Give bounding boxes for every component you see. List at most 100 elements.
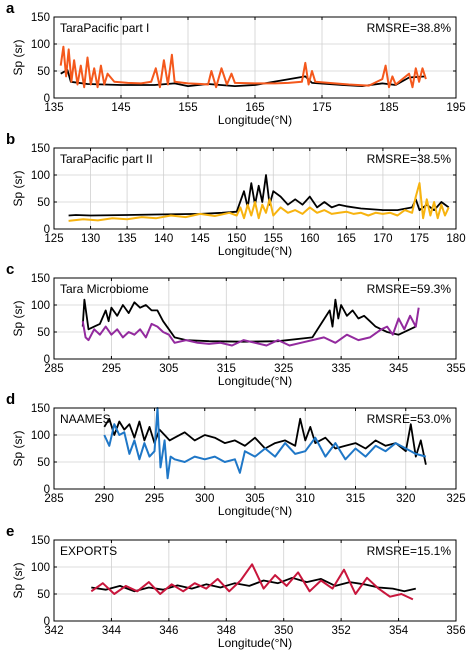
x-tick-label: 354	[389, 625, 409, 637]
panel-d: 285 290 295 300 305 310 315 320 325 0 50 100 150 Long…	[6, 391, 466, 518]
y-axis-label: Sp (sr)	[11, 300, 25, 336]
x-axis-label: Longitude(°N)	[218, 374, 292, 388]
y-tick-label: 50	[37, 589, 50, 601]
rmsre-label: RMSRE=38.5%	[367, 152, 452, 166]
dataset-name: NAAMES	[60, 412, 111, 426]
y-tick-label: 0	[44, 93, 50, 105]
y-axis-label: Sp (sr)	[11, 170, 25, 206]
dataset-name: EXPORTS	[60, 544, 117, 558]
x-tick-label: 145	[111, 102, 130, 114]
x-tick-label: 356	[446, 625, 465, 637]
y-tick-label: 50	[37, 327, 50, 339]
x-tick-label: 285	[44, 363, 63, 375]
x-tick-label: 165	[245, 102, 264, 114]
x-tick-label: 305	[245, 493, 264, 505]
dataset-name: TaraPacific part II	[60, 152, 153, 166]
y-tick-label: 0	[44, 616, 50, 628]
dataset-name: TaraPacific part I	[60, 21, 149, 35]
x-tick-label: 155	[264, 233, 283, 245]
plot-frame	[53, 539, 457, 622]
x-tick-label: 344	[102, 625, 122, 637]
x-tick-label: 295	[145, 493, 164, 505]
series-line-1	[103, 417, 427, 465]
y-tick-label: 150	[31, 273, 50, 285]
y-axis-label: Sp (sr)	[11, 562, 25, 598]
y-tick-label: 150	[31, 143, 50, 155]
x-tick-label: 348	[217, 625, 236, 637]
x-tick-label: 325	[274, 363, 293, 375]
x-tick-label: 285	[44, 493, 63, 505]
x-axis-label: Longitude(°N)	[218, 504, 292, 518]
panel-a: 135 145 155 165 175 185 195 0 50 100 150 Longitude(…	[6, 0, 466, 127]
x-tick-label: 290	[95, 493, 114, 505]
x-axis-label: Longitude(°N)	[218, 244, 292, 258]
x-tick-label: 305	[159, 363, 178, 375]
dataset-name: Tara Microbiome	[60, 282, 149, 296]
x-axis-label: Longitude(°N)	[218, 636, 292, 650]
panel-letter: c	[6, 261, 14, 278]
x-tick-label: 300	[195, 493, 214, 505]
x-tick-label: 150	[227, 233, 246, 245]
series-line-2	[81, 307, 420, 347]
panel-letter: b	[6, 131, 15, 148]
x-tick-label: 145	[191, 233, 210, 245]
series-line-2	[59, 45, 427, 89]
x-tick-label: 155	[178, 102, 197, 114]
x-tick-label: 320	[396, 493, 415, 505]
rmsre-label: RMSRE=53.0%	[367, 412, 452, 426]
x-tick-label: 180	[446, 233, 465, 245]
series-line-1	[68, 174, 450, 217]
x-tick-label: 350	[274, 625, 293, 637]
panel-c: 285 295 305 315 325 335 345 355 0 50 100 150 Longitu…	[6, 261, 466, 388]
y-tick-label: 150	[31, 403, 50, 415]
y-axis-label: Sp (sr)	[11, 39, 25, 75]
series-line-2	[103, 407, 427, 480]
x-tick-label: 135	[44, 102, 63, 114]
x-tick-label: 295	[102, 363, 121, 375]
y-tick-label: 100	[31, 430, 50, 442]
panel-letter: e	[6, 523, 14, 540]
rmsre-label: RMSRE=15.1%	[367, 544, 452, 558]
rmsre-label: RMSRE=59.3%	[367, 282, 452, 296]
x-tick-label: 352	[332, 625, 351, 637]
x-tick-label: 160	[300, 233, 319, 245]
x-tick-label: 325	[446, 493, 465, 505]
y-tick-label: 0	[44, 484, 50, 496]
x-tick-label: 315	[217, 363, 236, 375]
panel-letter: d	[6, 391, 15, 408]
x-tick-label: 165	[337, 233, 356, 245]
y-tick-label: 50	[37, 457, 50, 469]
panel-letter: a	[6, 0, 15, 17]
y-axis-label: Sp (sr)	[11, 430, 25, 466]
x-axis-label: Longitude(°N)	[218, 113, 292, 127]
x-tick-label: 310	[296, 493, 315, 505]
x-tick-label: 135	[117, 233, 136, 245]
series-line-1	[91, 576, 417, 593]
x-tick-label: 335	[332, 363, 351, 375]
series-line-2	[68, 182, 450, 222]
y-tick-label: 100	[31, 170, 50, 182]
x-tick-label: 175	[410, 233, 429, 245]
series-line-1	[60, 69, 426, 87]
series-line-1	[81, 298, 417, 343]
y-tick-label: 0	[44, 354, 50, 366]
x-tick-label: 346	[159, 625, 178, 637]
y-tick-label: 50	[37, 197, 50, 209]
panel-b: 125 130 135 140 145 150 155 160 165 170 175 180 0 50 1…	[6, 131, 466, 258]
series-line-2	[90, 563, 414, 601]
x-tick-label: 170	[373, 233, 392, 245]
x-tick-label: 185	[379, 102, 398, 114]
x-tick-label: 125	[44, 233, 63, 245]
rmsre-label: RMSRE=38.8%	[367, 21, 452, 35]
x-tick-label: 140	[154, 233, 173, 245]
x-tick-label: 130	[81, 233, 100, 245]
x-tick-label: 345	[389, 363, 408, 375]
x-tick-label: 315	[346, 493, 365, 505]
y-tick-label: 100	[31, 562, 50, 574]
y-tick-label: 100	[31, 39, 50, 51]
y-tick-label: 50	[37, 66, 50, 78]
x-tick-label: 342	[44, 625, 63, 637]
x-tick-label: 195	[446, 102, 465, 114]
plot-frame	[53, 277, 457, 360]
x-tick-label: 175	[312, 102, 331, 114]
